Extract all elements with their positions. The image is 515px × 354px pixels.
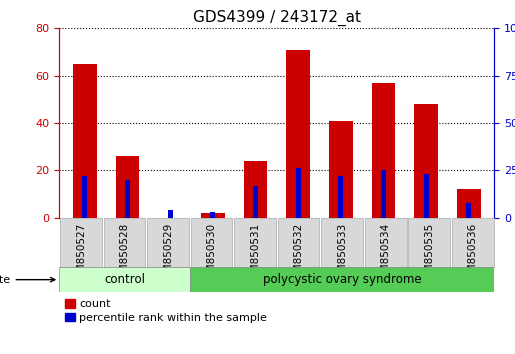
Bar — [457, 189, 480, 218]
Bar — [201, 213, 225, 218]
Text: GSM850532: GSM850532 — [294, 223, 303, 286]
Bar — [190, 267, 494, 292]
Bar — [116, 156, 139, 218]
FancyBboxPatch shape — [408, 218, 450, 267]
FancyBboxPatch shape — [234, 218, 276, 267]
Bar — [286, 50, 310, 218]
Bar — [59, 267, 190, 292]
FancyBboxPatch shape — [104, 218, 145, 267]
Bar — [329, 121, 353, 218]
Text: GSM850534: GSM850534 — [381, 223, 390, 286]
Text: GSM850529: GSM850529 — [163, 223, 173, 286]
FancyBboxPatch shape — [191, 218, 232, 267]
FancyBboxPatch shape — [321, 218, 363, 267]
Text: GSM850527: GSM850527 — [76, 223, 86, 286]
Bar — [244, 161, 267, 218]
Bar — [73, 64, 96, 218]
FancyBboxPatch shape — [365, 218, 406, 267]
Text: GSM850530: GSM850530 — [207, 223, 216, 286]
Bar — [253, 185, 258, 218]
Bar — [167, 210, 173, 218]
FancyBboxPatch shape — [452, 218, 493, 267]
Text: GSM850536: GSM850536 — [468, 223, 477, 286]
Text: control: control — [104, 273, 145, 286]
Bar — [423, 174, 428, 218]
Text: GSM850533: GSM850533 — [337, 223, 347, 286]
Text: polycystic ovary syndrome: polycystic ovary syndrome — [263, 273, 421, 286]
Bar — [415, 104, 438, 218]
Text: disease state: disease state — [0, 275, 55, 285]
Title: GDS4399 / 243172_at: GDS4399 / 243172_at — [193, 9, 361, 25]
Bar — [338, 176, 344, 218]
Bar — [82, 176, 88, 218]
Bar — [210, 212, 215, 218]
Bar — [125, 180, 130, 218]
Bar — [466, 202, 471, 218]
Bar — [381, 170, 386, 218]
Bar — [372, 83, 395, 218]
Text: GSM850531: GSM850531 — [250, 223, 260, 286]
Legend: count, percentile rank within the sample: count, percentile rank within the sample — [65, 299, 267, 323]
Bar — [296, 169, 301, 218]
FancyBboxPatch shape — [278, 218, 319, 267]
FancyBboxPatch shape — [60, 218, 102, 267]
Text: GSM850528: GSM850528 — [119, 223, 129, 286]
FancyBboxPatch shape — [147, 218, 189, 267]
Text: GSM850535: GSM850535 — [424, 223, 434, 286]
